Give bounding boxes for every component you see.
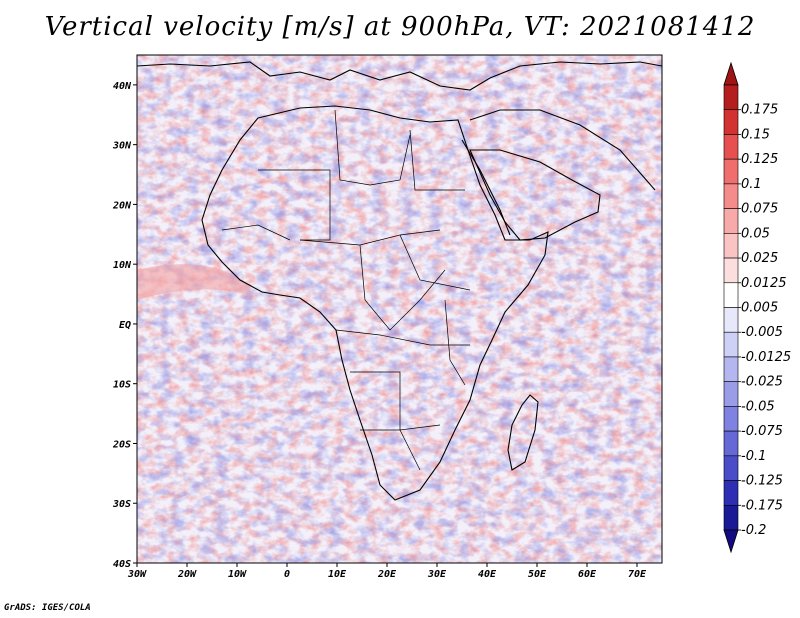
colorbar-label: 0.05 xyxy=(741,226,770,241)
colorbar-segment xyxy=(723,331,739,358)
colorbar-label: -0.005 xyxy=(741,325,783,340)
y-tick-label: 20N xyxy=(112,200,132,211)
x-tick-label: 10E xyxy=(328,569,347,580)
colorbar-segment xyxy=(723,109,739,135)
colorbar-segment xyxy=(723,430,739,457)
colorbar-label: -0.125 xyxy=(741,474,783,489)
negative-field-layer xyxy=(137,55,662,563)
y-tick-label: 20S xyxy=(112,439,131,450)
colorbar-label: -0.1 xyxy=(741,449,766,464)
colorbar-segment xyxy=(723,406,739,432)
colorbar-segment xyxy=(723,356,739,382)
x-tick-label: 30W xyxy=(127,569,147,580)
colorbar-label: 0.0125 xyxy=(741,276,787,291)
colorbar-label: 0.025 xyxy=(741,251,778,266)
colorbar-label: 0.15 xyxy=(741,127,770,142)
colorbar-segment xyxy=(723,282,739,308)
coastal-streak xyxy=(137,264,250,300)
chart-title: Vertical velocity [m/s] at 900hPa, VT: 2… xyxy=(44,12,756,42)
colorbar-segment xyxy=(723,233,739,259)
colorbar-label: -0.175 xyxy=(741,498,783,513)
x-tick-label: 20W xyxy=(177,569,197,580)
y-tick-label: 40N xyxy=(113,81,132,92)
colorbar-label: 0.1 xyxy=(741,177,762,192)
colorbar-top-arrow xyxy=(723,61,739,86)
colorbar-label: 0.075 xyxy=(741,202,778,217)
y-tick-label: EQ xyxy=(119,320,131,331)
colorbar-label: 0.175 xyxy=(741,103,778,118)
colorbar-segment xyxy=(723,381,739,407)
colorbar-label: 0.005 xyxy=(741,301,778,316)
coastlines xyxy=(137,61,662,501)
credit-text: GrADS: IGES/COLA xyxy=(4,603,91,613)
y-tick-label: 10N xyxy=(113,260,132,271)
x-tick-label: 20E xyxy=(377,569,397,580)
colorbar-segment xyxy=(723,307,739,333)
colorbar-segment xyxy=(723,257,739,284)
colorbar-segment xyxy=(723,455,739,481)
colorbar-label: -0.025 xyxy=(741,375,783,390)
x-axis: 30W 20W 10W 0 10E 20E 30E 40E 50E 60E 70E xyxy=(127,563,647,580)
colorbar-segment xyxy=(723,134,739,160)
colorbar-segment xyxy=(723,84,739,111)
x-tick-label: 70E xyxy=(628,569,647,580)
x-tick-label: 10W xyxy=(228,569,247,580)
x-tick-label: 30E xyxy=(427,569,447,580)
y-tick-label: 30N xyxy=(112,141,132,152)
colorbar-segment xyxy=(723,208,739,234)
colorbar-label: -0.075 xyxy=(741,424,783,439)
y-axis: 40S 30S 20S 10S EQ 10N 20N 30N 40N xyxy=(112,81,137,570)
colorbar-label: -0.05 xyxy=(741,399,775,414)
x-tick-label: 0 xyxy=(284,569,290,580)
plot-frame xyxy=(136,54,663,564)
y-tick-label: 30S xyxy=(112,499,131,510)
colorbar-label: 0.125 xyxy=(741,152,778,167)
y-tick-label: 10S xyxy=(113,380,131,391)
colorbar-bottom-arrow xyxy=(723,529,739,554)
colorbar-segment xyxy=(723,158,739,185)
colorbar-label: -0.2 xyxy=(741,523,766,538)
country-borders xyxy=(221,109,471,471)
colorbar-segment xyxy=(723,480,739,506)
x-tick-label: 50E xyxy=(528,569,547,580)
x-tick-label: 40E xyxy=(478,569,497,580)
colorbar-segment xyxy=(723,183,739,209)
colorbar-label: -0.0125 xyxy=(741,350,791,365)
data-field xyxy=(137,55,662,563)
colorbar-segment xyxy=(723,504,739,531)
x-tick-label: 60E xyxy=(578,569,597,580)
y-tick-label: 40S xyxy=(113,559,131,570)
colorbar: 0.175 0.15 0.125 0.1 0.075 0.05 0.025 0.0125 0.0… xyxy=(723,61,791,554)
